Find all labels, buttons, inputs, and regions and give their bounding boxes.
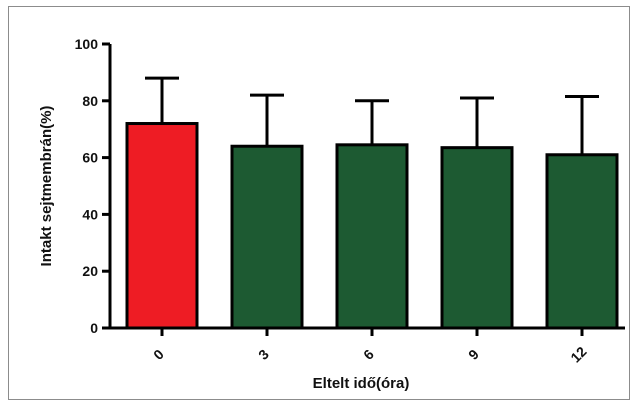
x-tick-label: 12 xyxy=(567,343,589,365)
chart-frame xyxy=(8,6,630,400)
x-axis: 0 3 6 9 12 xyxy=(110,326,625,366)
y-tick-label: 80 xyxy=(82,93,98,109)
y-axis-label: Intakt sejtmembrán(%) xyxy=(38,106,55,267)
y-tick-label: 100 xyxy=(75,36,99,52)
x-axis-label: Eltelt idő(óra) xyxy=(313,375,410,392)
x-tick-label: 3 xyxy=(255,346,272,363)
x-tick-label: 0 xyxy=(150,346,167,363)
bar-6 xyxy=(335,143,409,330)
y-axis: 0 20 40 60 80 100 xyxy=(75,36,112,336)
bar-0 xyxy=(125,122,199,330)
bar-9 xyxy=(440,146,514,330)
y-tick-label: 0 xyxy=(90,320,98,336)
bar-12 xyxy=(545,153,619,330)
x-tick-label: 9 xyxy=(465,346,482,363)
y-tick-label: 40 xyxy=(82,206,98,222)
bar-3 xyxy=(230,144,304,330)
y-tick-label: 60 xyxy=(82,150,98,166)
x-tick-label: 6 xyxy=(360,346,377,363)
bars xyxy=(125,76,619,330)
y-tick-label: 20 xyxy=(82,263,98,279)
